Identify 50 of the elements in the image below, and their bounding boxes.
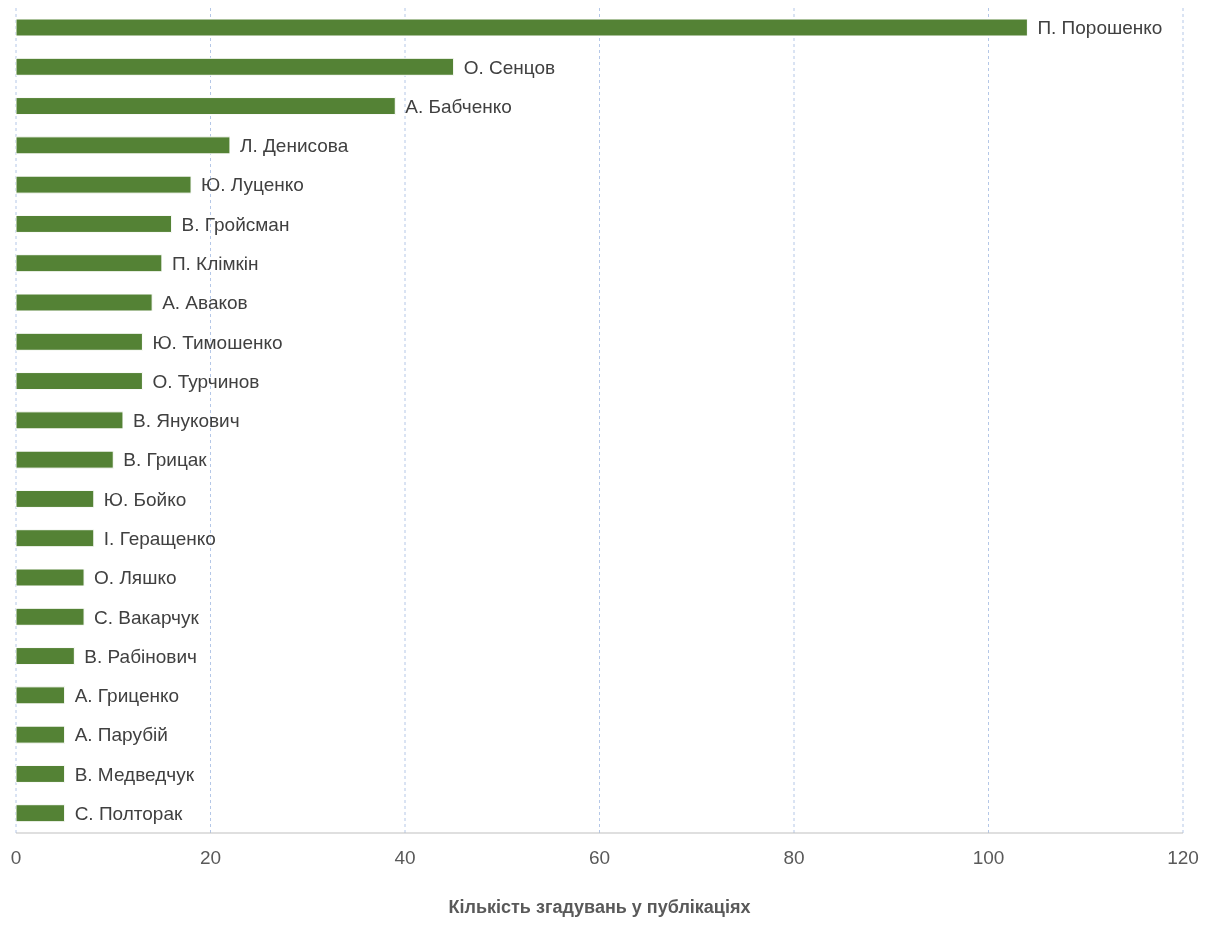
y-tick-label: Ю. Тимошенко bbox=[152, 331, 283, 353]
x-tick-label: 60 bbox=[588, 847, 611, 869]
x-tick-label: 40 bbox=[394, 847, 416, 869]
y-tick-label: О. Сенцов bbox=[463, 56, 556, 78]
y-tick-label: А. Гриценко bbox=[74, 685, 180, 707]
bar bbox=[16, 647, 75, 666]
bar bbox=[16, 332, 143, 351]
y-tick-label: Л. Денисова bbox=[239, 135, 349, 157]
bar bbox=[16, 175, 192, 194]
y-tick-label: Ю. Луценко bbox=[201, 174, 304, 196]
bar bbox=[16, 568, 85, 587]
y-tick-label: С. Полторак bbox=[74, 802, 183, 824]
y-tick-label: О. Ляшко bbox=[94, 567, 177, 589]
bar bbox=[16, 804, 66, 823]
y-tick-label: В. Гройсман bbox=[181, 213, 290, 235]
x-tick-label: 100 bbox=[972, 847, 1005, 869]
y-tick-label: Ю. Бойко bbox=[103, 488, 187, 510]
y-tick-label: І. Геращенко bbox=[103, 527, 216, 549]
bar bbox=[16, 372, 143, 391]
bar bbox=[16, 529, 95, 548]
x-tick-label: 20 bbox=[199, 847, 222, 869]
y-tick-label: В. Янукович bbox=[132, 410, 240, 432]
bar bbox=[16, 450, 114, 469]
bar bbox=[16, 214, 173, 233]
bar bbox=[16, 57, 455, 76]
bar bbox=[16, 411, 124, 430]
bar bbox=[16, 764, 66, 783]
bar bbox=[16, 607, 85, 626]
y-tick-label: П. Клімкін bbox=[171, 252, 259, 274]
x-tick-label: 0 bbox=[10, 847, 22, 869]
bar bbox=[16, 254, 163, 273]
bar bbox=[16, 97, 396, 116]
bar bbox=[16, 18, 1028, 37]
bar bbox=[16, 686, 66, 705]
x-tick-label: 80 bbox=[783, 847, 805, 869]
y-tick-label: В. Грицак bbox=[123, 449, 208, 471]
y-tick-label: П. Порошенко bbox=[1037, 17, 1163, 39]
y-tick-label: В. Медведчук bbox=[74, 763, 195, 785]
bar bbox=[16, 489, 95, 508]
bar bbox=[16, 725, 66, 744]
y-tick-label: С. Вакарчук bbox=[94, 606, 200, 628]
y-tick-label: А. Бабченко bbox=[405, 95, 512, 117]
x-tick-label: 120 bbox=[1167, 847, 1199, 869]
y-tick-label: А. Аваков bbox=[162, 292, 248, 314]
y-tick-label: В. Рабінович bbox=[84, 645, 197, 667]
bar bbox=[16, 136, 231, 155]
bar bbox=[16, 293, 153, 312]
x-axis-title: Кількість згадувань у публікаціях bbox=[448, 897, 751, 917]
y-tick-label: О. Турчинов bbox=[152, 370, 260, 392]
y-tick-label: А. Парубій bbox=[74, 724, 168, 746]
